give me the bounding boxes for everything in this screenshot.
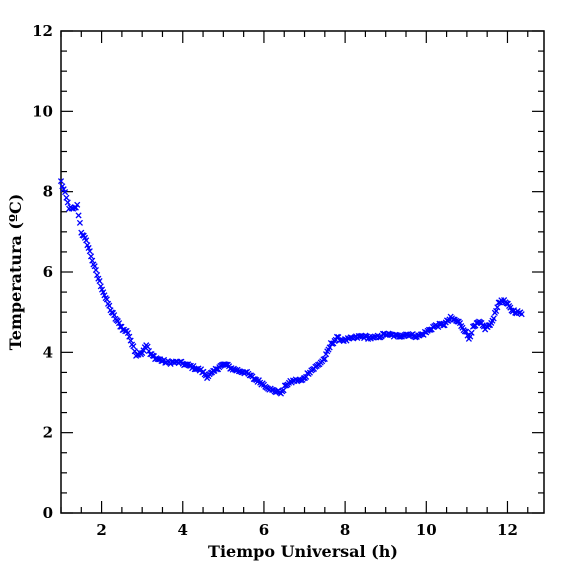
x-tick-label: 6 — [259, 521, 269, 539]
data-point — [103, 296, 110, 303]
data-point — [94, 272, 101, 279]
tick-labels: 2 4 6 8 10 12 0 2 4 6 8 10 12 — [32, 22, 518, 539]
y-tick-label: 10 — [32, 102, 53, 120]
data-point — [490, 315, 497, 322]
data-point — [280, 387, 287, 394]
x-axis-label: Tiempo Universal (h) — [208, 542, 398, 561]
data-point — [467, 333, 474, 340]
y-tick-label: 4 — [43, 343, 53, 361]
x-tick-label: 8 — [340, 521, 350, 539]
y-tick-label: 12 — [32, 22, 53, 40]
data-points — [57, 178, 525, 397]
data-point — [63, 194, 70, 201]
data-point — [127, 337, 134, 344]
x-tick-label: 4 — [178, 521, 188, 539]
data-point — [130, 343, 137, 350]
data-point — [402, 331, 410, 338]
data-point — [83, 237, 90, 244]
data-point — [86, 248, 93, 255]
data-point — [493, 307, 500, 315]
data-point — [87, 253, 95, 260]
data-point — [463, 328, 470, 335]
data-point — [89, 257, 96, 264]
data-point — [468, 329, 475, 336]
x-tick-label: 12 — [497, 521, 518, 539]
data-point — [106, 302, 113, 309]
data-point — [96, 277, 103, 285]
data-point — [115, 320, 123, 327]
data-point — [126, 333, 133, 340]
data-point — [518, 311, 525, 318]
data-point — [97, 283, 104, 290]
y-tick-label: 2 — [43, 424, 53, 442]
data-point — [494, 304, 501, 311]
axis-ticks — [60, 30, 544, 514]
data-point — [92, 266, 99, 274]
data-point — [111, 312, 118, 319]
data-point — [75, 212, 82, 219]
data-point — [74, 201, 81, 208]
y-axis-label: Temperatura (ºC) — [6, 194, 25, 351]
y-tick-label: 8 — [43, 183, 53, 201]
data-point — [321, 355, 328, 363]
y-tick-label: 0 — [43, 504, 53, 522]
x-tick-label: 2 — [96, 521, 106, 539]
data-point — [61, 189, 69, 196]
data-point — [57, 178, 65, 185]
data-point — [85, 244, 92, 252]
data-point — [76, 219, 84, 226]
data-point — [124, 329, 132, 337]
y-tick-label: 6 — [43, 263, 53, 281]
data-point — [64, 199, 71, 206]
data-point — [144, 343, 151, 350]
plot-frame — [60, 30, 545, 514]
x-tick-label: 10 — [416, 521, 437, 539]
